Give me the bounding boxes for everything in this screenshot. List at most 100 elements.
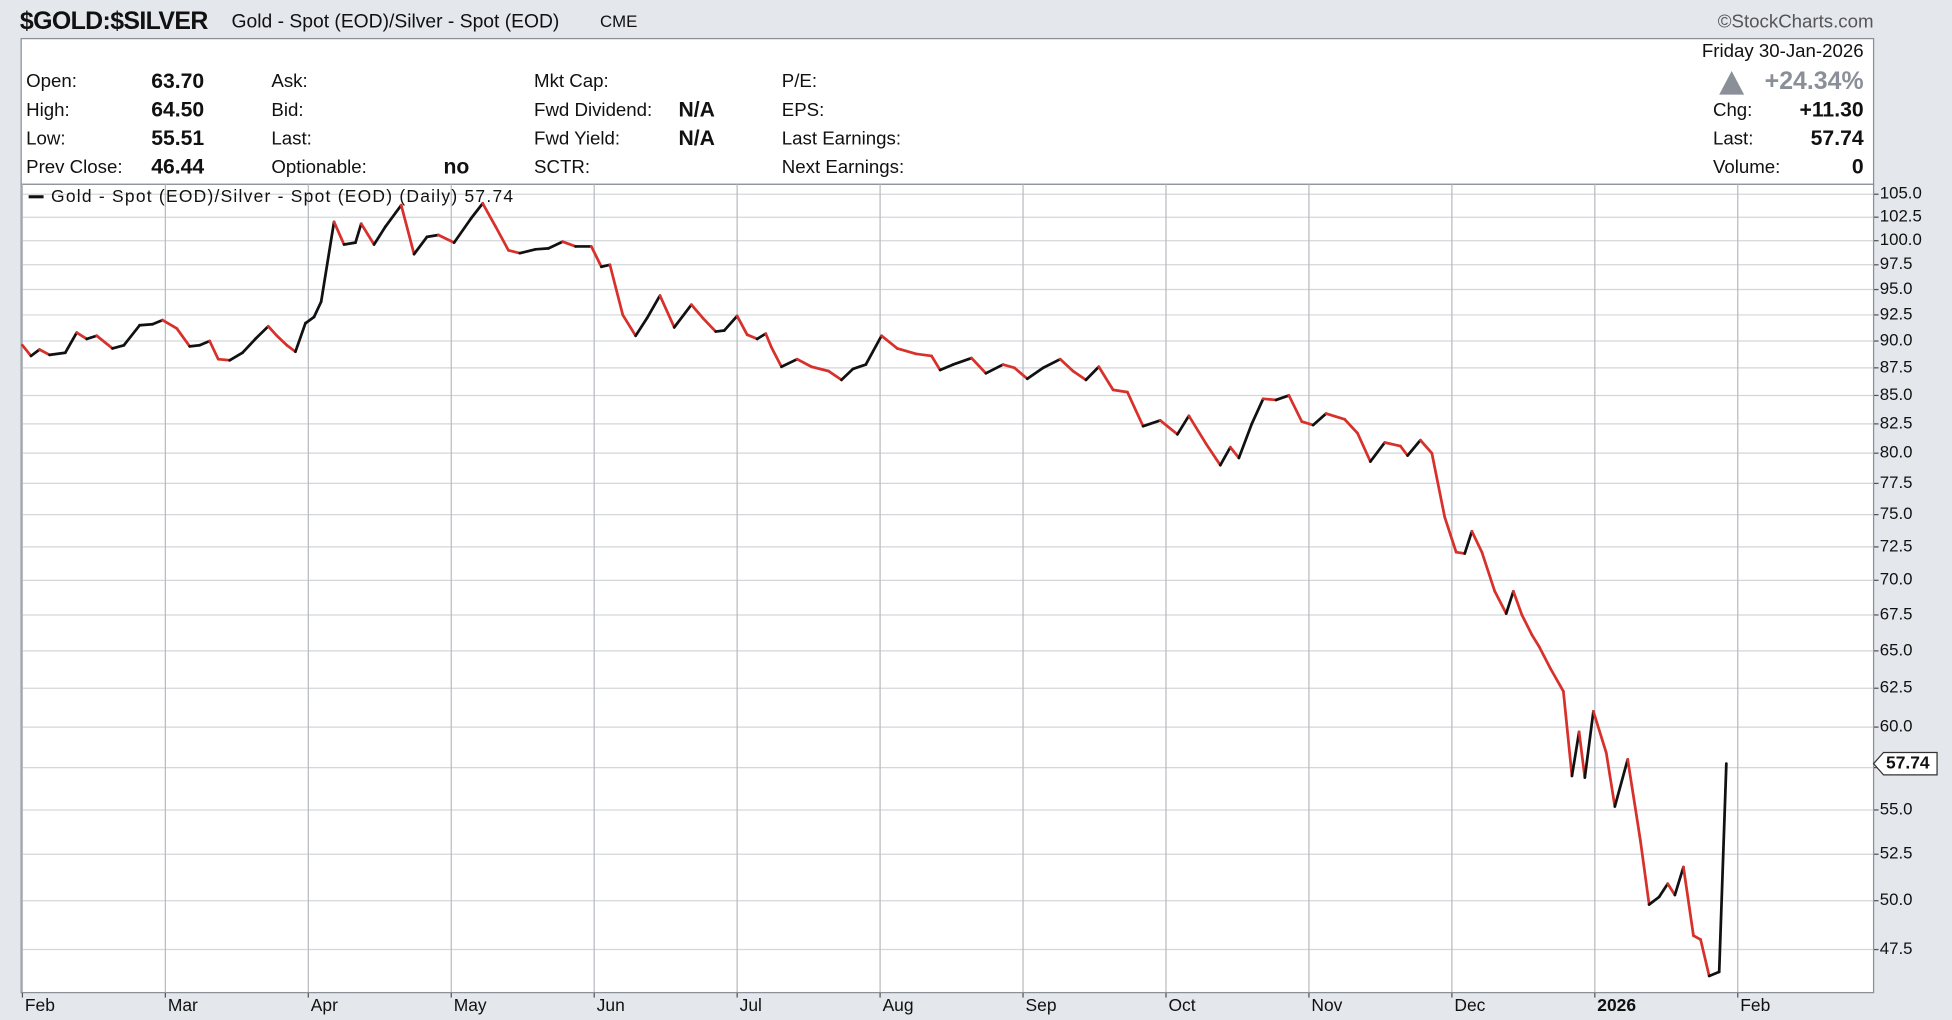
line-segment (241, 337, 257, 355)
y-tick-label: 67.5 (1880, 604, 1913, 623)
line-segment (735, 314, 749, 337)
line-segment (534, 246, 550, 251)
line-segment (1511, 589, 1524, 617)
change-arrow (1719, 70, 1745, 95)
summary-label: Last: (1713, 127, 1753, 148)
line-segment (1406, 438, 1422, 457)
line-segment (755, 332, 768, 341)
line-segment (1187, 414, 1208, 446)
line-segment (1562, 689, 1574, 778)
y-tick-label: 85.0 (1880, 385, 1913, 404)
line-segment (452, 216, 473, 244)
line-segment (1699, 938, 1711, 978)
line-segment (930, 354, 942, 372)
line-segment (518, 247, 537, 255)
line-segment (399, 203, 416, 256)
line-segment (294, 321, 307, 354)
y-tick-label: 80.0 (1880, 443, 1913, 462)
plot-layer (21, 184, 1874, 993)
x-tick-label: May (454, 995, 487, 1015)
summary-label: Volume: (1713, 156, 1780, 177)
line-segment (319, 220, 336, 304)
line-segment (494, 225, 510, 252)
line-segment (38, 348, 51, 357)
line-segment (285, 343, 297, 354)
quote-label: Prev Close: (26, 156, 122, 177)
line-segment (1570, 730, 1581, 778)
x-tick-label: 2026 (1597, 995, 1636, 1015)
line-segment (1504, 589, 1515, 615)
line-segment (672, 303, 693, 329)
quote-label: High: (26, 99, 70, 120)
y-tick-label: 60.0 (1880, 717, 1913, 736)
line-segment (1001, 363, 1016, 370)
line-segment (827, 369, 843, 382)
line-segment (1682, 865, 1695, 937)
line-segment (151, 318, 164, 326)
line-segment (1311, 412, 1328, 427)
quote-label: EPS: (782, 99, 825, 120)
y-tick-label: 97.5 (1880, 254, 1913, 273)
line-segment (1250, 397, 1265, 426)
line-segment (1549, 667, 1565, 693)
line-segment (29, 348, 41, 358)
line-segment (1176, 414, 1191, 436)
line-segment (216, 357, 232, 362)
line-segment (1577, 730, 1587, 779)
quote-value: 63.70 (151, 70, 204, 93)
line-segment (469, 201, 485, 220)
line-segment (1041, 357, 1062, 370)
line-segment (1126, 390, 1145, 428)
line-segment (1084, 365, 1101, 382)
x-tick-label: Jul (740, 995, 762, 1015)
line-segment (634, 316, 649, 338)
line-segment (1071, 369, 1088, 382)
line-segment (175, 327, 192, 348)
line-segment (1383, 441, 1402, 448)
line-segment (1058, 357, 1075, 373)
source: ©StockCharts.com (1718, 10, 1874, 31)
quote-date: Friday 30-Jan-2026 (1702, 40, 1864, 61)
line-segment (780, 357, 799, 369)
y-tick-label: 52.5 (1880, 844, 1913, 863)
line-segment (122, 323, 141, 347)
quote-value: 64.50 (151, 98, 204, 121)
y-tick-label: 77.5 (1880, 473, 1913, 492)
line-segment (1228, 445, 1241, 460)
line-segment (1537, 645, 1552, 670)
line-segment (95, 334, 114, 350)
line-segment (1470, 529, 1484, 554)
line-segment (880, 334, 899, 350)
line-segment (1443, 515, 1458, 554)
quote-label: SCTR: (534, 156, 590, 177)
y-tick-label: 102.5 (1880, 207, 1922, 226)
line-segment (1493, 589, 1508, 615)
exchange: CME (600, 12, 637, 31)
quote-label: Optionable: (271, 156, 366, 177)
line-segment (658, 294, 676, 329)
line-segment (481, 201, 497, 228)
line-segment (304, 315, 316, 325)
summary-label: Chg: (1713, 99, 1752, 120)
y-tick-label: 47.5 (1880, 939, 1913, 958)
x-tick-label: Apr (311, 995, 338, 1015)
quote-label: Fwd Yield: (534, 127, 620, 148)
line-segment (764, 332, 773, 349)
line-segment (864, 334, 883, 366)
x-tick-label: Aug (883, 995, 914, 1015)
line-segment (354, 222, 363, 244)
line-segment (384, 203, 403, 228)
line-segment (1324, 412, 1347, 421)
line-segment (198, 339, 212, 347)
line-segment (75, 331, 89, 341)
line-segment (359, 222, 376, 246)
quote-value: N/A (678, 98, 714, 121)
line-segment (254, 324, 270, 341)
y-tick-label: 92.5 (1880, 304, 1913, 323)
legend-name: Gold - Spot (EOD)/Silver - Spot (EOD) (D… (51, 185, 458, 205)
line-segment (372, 225, 387, 246)
line-segment (412, 235, 429, 256)
line-segment (425, 233, 440, 239)
price-tag-label: 57.74 (1886, 752, 1930, 772)
line-segment (1237, 422, 1254, 460)
